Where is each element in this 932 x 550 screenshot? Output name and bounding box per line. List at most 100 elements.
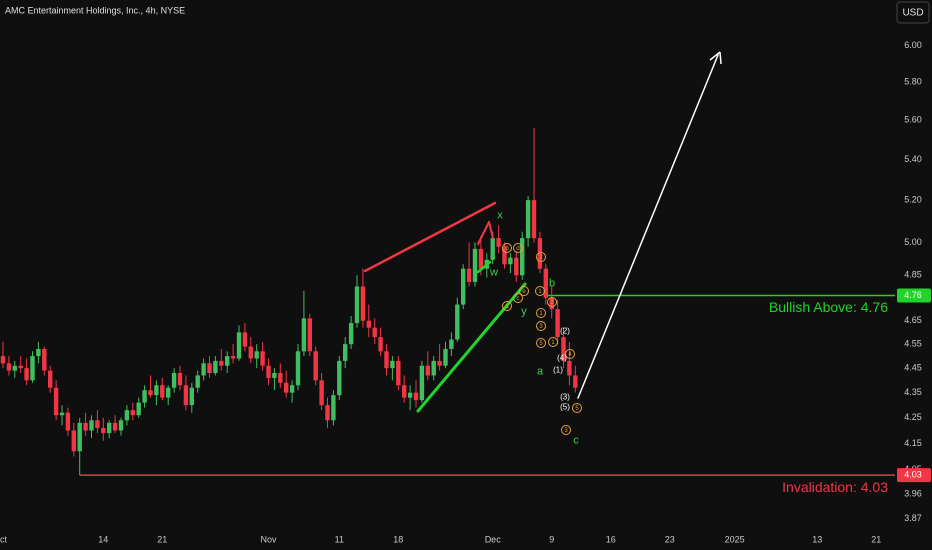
wave-label: 1	[551, 340, 555, 346]
candle-body	[496, 238, 501, 247]
wave-label: (2)	[560, 327, 570, 336]
candle-body	[171, 373, 177, 388]
wave-circle	[536, 338, 546, 348]
candle-body	[396, 360, 401, 386]
candle-body	[461, 268, 466, 305]
candle-body	[378, 337, 383, 352]
wave-label: x	[497, 209, 503, 221]
candle-body	[284, 382, 289, 393]
candle-body	[466, 268, 472, 282]
candle-body	[425, 365, 430, 376]
candle-body	[136, 402, 141, 416]
candle-body	[160, 385, 165, 398]
candle-body	[166, 387, 171, 398]
y-tick-label: 6.00	[904, 40, 922, 50]
wave-label: (4)	[557, 354, 567, 363]
wave-label: 5	[539, 341, 543, 347]
currency-button[interactable]	[896, 1, 930, 24]
y-tick-label: 4.55	[904, 339, 922, 349]
candle-body	[413, 392, 419, 401]
candle-body	[502, 246, 507, 265]
candle-body	[313, 351, 318, 381]
candle-body	[419, 365, 425, 401]
candle-body	[142, 390, 147, 403]
candle-body	[53, 387, 59, 416]
candle-body	[48, 370, 53, 388]
candle-body	[549, 297, 554, 310]
wave-circle	[502, 243, 512, 253]
wave-label: (1)	[553, 366, 563, 375]
candle-body	[272, 373, 277, 378]
wave-circle	[536, 252, 546, 262]
y-tick-label: 4.15	[904, 438, 922, 448]
candle-body	[42, 348, 47, 371]
currency[interactable]: USD	[902, 8, 923, 19]
y-tick-label: 5.60	[904, 115, 922, 125]
candle-body	[101, 427, 106, 434]
wave-circle	[513, 243, 523, 253]
wave-label: 5	[575, 406, 579, 412]
candle-body	[537, 238, 543, 269]
wave-label: 2	[539, 255, 543, 261]
candle-body	[59, 412, 65, 416]
y-tick-label: 5.00	[904, 237, 922, 247]
y-tick-label: 4.45	[904, 363, 922, 373]
x-tick-label: Nov	[260, 534, 277, 544]
wave-circle	[572, 403, 582, 413]
x-tick-label: 13	[812, 534, 822, 544]
wave-label: 2	[550, 300, 554, 306]
candle-body	[390, 360, 395, 369]
trend-line	[476, 260, 492, 274]
candle-body	[561, 337, 566, 361]
candle-body	[236, 332, 242, 359]
wave-label: a	[537, 365, 544, 377]
candle-body	[83, 422, 88, 431]
wave-label: 1	[538, 289, 542, 295]
candle-body	[567, 360, 572, 376]
level-text: Bullish Above: 4.76	[769, 299, 888, 315]
candle-body	[543, 268, 548, 298]
x-tick-label: 11	[335, 534, 344, 544]
candle-body	[248, 346, 253, 359]
candle-body	[455, 304, 460, 340]
wave-label: w	[489, 266, 498, 278]
candle-body	[472, 248, 478, 282]
candle-body	[260, 351, 265, 366]
candle-body	[555, 309, 560, 338]
candle-body	[207, 363, 212, 374]
y-tick-label: 4.35	[904, 387, 922, 397]
candle-body	[71, 430, 76, 452]
wave-label: 3	[564, 428, 568, 434]
wave-circle	[561, 425, 571, 435]
level-text: Invalidation: 4.03	[782, 479, 888, 495]
candle-body	[407, 392, 413, 398]
candle-body	[107, 422, 112, 434]
candle-body	[331, 395, 336, 421]
x-tick-label: ct	[0, 534, 8, 544]
candle-body	[372, 327, 377, 338]
wave-circle	[536, 321, 546, 331]
wave-label: d	[516, 246, 519, 252]
candle-body	[201, 363, 206, 376]
candle-body	[219, 360, 224, 366]
candle-body	[213, 360, 218, 374]
wave-label: (3)	[560, 393, 570, 402]
candle-body	[254, 351, 259, 359]
candle-body	[177, 373, 183, 386]
candle-body	[366, 320, 371, 328]
candle-body	[266, 365, 271, 378]
wave-circle	[502, 301, 512, 311]
candle-body	[112, 422, 118, 431]
candle-body	[124, 410, 130, 421]
x-tick-label: 2025	[725, 534, 745, 544]
wave-label: b	[505, 246, 509, 252]
wave-label: y	[521, 305, 527, 317]
y-tick-label: 5.80	[904, 77, 922, 87]
wave-label: 1	[539, 311, 543, 317]
wave-circle	[513, 293, 523, 303]
candle-body	[36, 348, 41, 357]
level-tag	[897, 468, 931, 483]
candle-body	[301, 318, 307, 352]
y-tick-label: 4.85	[904, 270, 922, 280]
